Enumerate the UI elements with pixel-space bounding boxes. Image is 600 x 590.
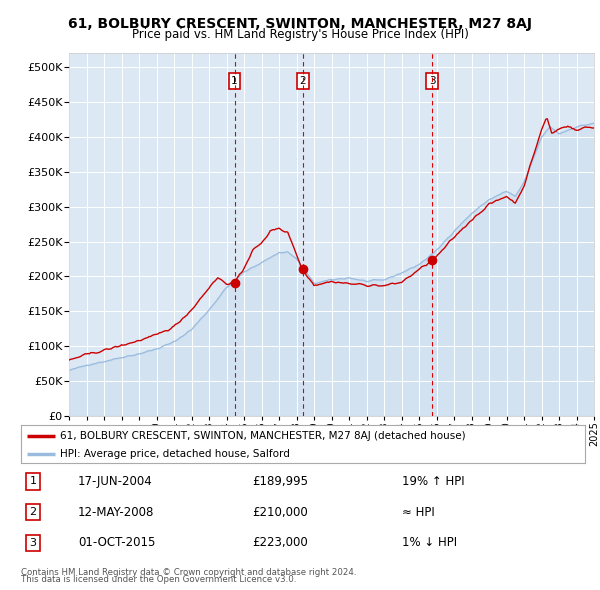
Text: This data is licensed under the Open Government Licence v3.0.: This data is licensed under the Open Gov… [21,575,296,584]
Text: 3: 3 [29,538,37,548]
Text: 2: 2 [29,507,37,517]
Text: 3: 3 [429,76,436,86]
Text: Price paid vs. HM Land Registry's House Price Index (HPI): Price paid vs. HM Land Registry's House … [131,28,469,41]
Text: 1: 1 [29,477,37,486]
Text: £189,995: £189,995 [252,475,308,488]
Text: 61, BOLBURY CRESCENT, SWINTON, MANCHESTER, M27 8AJ: 61, BOLBURY CRESCENT, SWINTON, MANCHESTE… [68,17,532,31]
Text: £223,000: £223,000 [252,536,308,549]
Text: 2: 2 [299,76,306,86]
Text: ≈ HPI: ≈ HPI [402,506,435,519]
Text: 1% ↓ HPI: 1% ↓ HPI [402,536,457,549]
Text: Contains HM Land Registry data © Crown copyright and database right 2024.: Contains HM Land Registry data © Crown c… [21,568,356,577]
Text: 61, BOLBURY CRESCENT, SWINTON, MANCHESTER, M27 8AJ (detached house): 61, BOLBURY CRESCENT, SWINTON, MANCHESTE… [61,431,466,441]
Text: HPI: Average price, detached house, Salford: HPI: Average price, detached house, Salf… [61,448,290,458]
Text: 01-OCT-2015: 01-OCT-2015 [78,536,155,549]
Text: 19% ↑ HPI: 19% ↑ HPI [402,475,464,488]
Text: 17-JUN-2004: 17-JUN-2004 [78,475,153,488]
Text: 1: 1 [231,76,238,86]
Text: 12-MAY-2008: 12-MAY-2008 [78,506,154,519]
Text: £210,000: £210,000 [252,506,308,519]
